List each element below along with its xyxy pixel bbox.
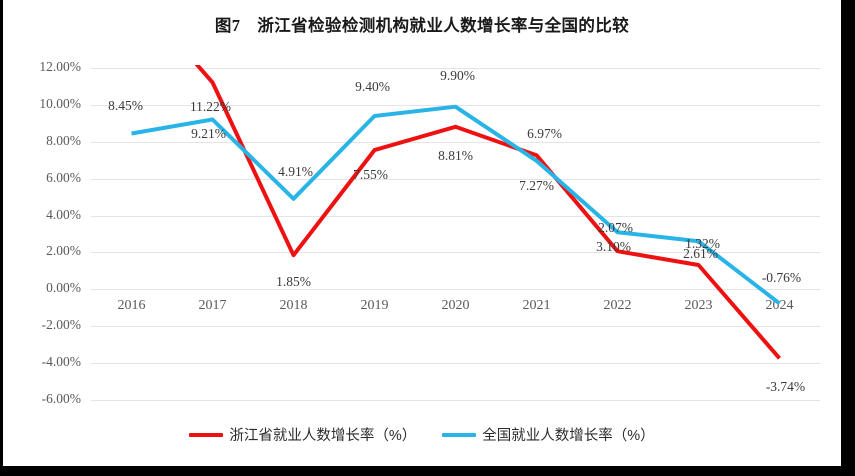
y-tick-label: 0.00% [46,280,81,296]
grid-line [91,326,820,328]
data-label-national-2022: 3.10% [596,239,631,255]
legend-swatch-national [442,432,477,437]
legend-entry-national[interactable]: 全国就业人数增长率（%） [442,424,655,445]
y-tick-label: 12.00% [39,59,81,74]
y-tick-label: 6.00% [46,169,81,185]
grid-line [91,178,820,180]
series-line-national [131,104,781,305]
data-label-national-2020: 9.90% [440,67,475,83]
page-title: 图7 浙江省检验检测机构就业人数增长率与全国的比较 [214,16,630,35]
y-tick-label: -4.00% [41,354,81,370]
y-tick-label: 8.00% [46,132,81,148]
data-label-national-2017: 9.21% [191,126,226,142]
grid-line [91,141,820,143]
x-tick-label-2016: 2016 [117,298,146,314]
x-tick-label-2024: 2024 [765,298,794,314]
data-label-zhejiang-2020: 8.81% [438,147,473,163]
x-tick-label-2021: 2021 [522,298,551,314]
grid-line [91,400,820,401]
y-tick-label: 10.00% [39,95,81,111]
grid-line [91,289,820,291]
x-tick-label-2023: 2023 [684,298,713,314]
legend-label-zhejiang: 浙江省就业人数增长率（%） [229,428,417,444]
data-label-zhejiang-2024: -3.74% [765,379,806,395]
legend-swatch-zhejiang [189,432,224,437]
data-label-national-2021: 6.97% [527,125,562,141]
series-lines [131,65,782,360]
grid-line [91,363,820,365]
chart-legend: 浙江省就业人数增长率（%） 全国就业人数增长率（%） [3,424,841,445]
figure-container: 图7 浙江省检验检测机构就业人数增长率与全国的比较 12.00% 10.00% 8.… [3,0,841,466]
data-label-national-2023: 2.61% [683,246,718,262]
grid-line [91,252,820,254]
data-label-zhejiang-2017: 11.22% [189,99,232,115]
x-tick-label-2019: 2019 [360,298,389,314]
data-label-zhejiang-2023: 1.32% [685,235,720,251]
x-tick-label-2017: 2017 [198,298,227,314]
grid-line [91,215,820,217]
data-label-national-2024: -0.76% [761,270,802,286]
y-tick-label: -6.00% [41,391,81,406]
x-tick-label-2020: 2020 [441,298,470,314]
series-line-zhejiang [194,65,782,360]
x-tick-label-2022: 2022 [603,298,632,314]
x-tick-label-2018: 2018 [279,298,308,314]
y-tick-label: 4.00% [46,206,81,222]
grid-line [91,68,820,69]
data-label-zhejiang-2019: 7.55% [353,167,388,183]
data-label-national-2016: 8.45% [108,98,143,114]
y-tick-label: -2.00% [41,317,81,333]
legend-entry-zhejiang[interactable]: 浙江省就业人数增长率（%） [189,424,416,445]
data-label-zhejiang-2018: 1.85% [276,274,311,290]
data-label-zhejiang-2022: 2.07% [598,220,633,236]
data-label-national-2019: 9.40% [355,78,390,94]
y-tick-label: 2.00% [46,243,81,259]
legend-label-national: 全国就业人数增长率（%） [482,428,655,444]
data-label-zhejiang-2021: 7.27% [519,178,554,194]
plot-area: 12.00% 10.00% 8.00% 6.00% 4.00% 2.00% 0.00% -2.… [3,0,841,420]
data-label-national-2018: 4.91% [278,163,313,179]
